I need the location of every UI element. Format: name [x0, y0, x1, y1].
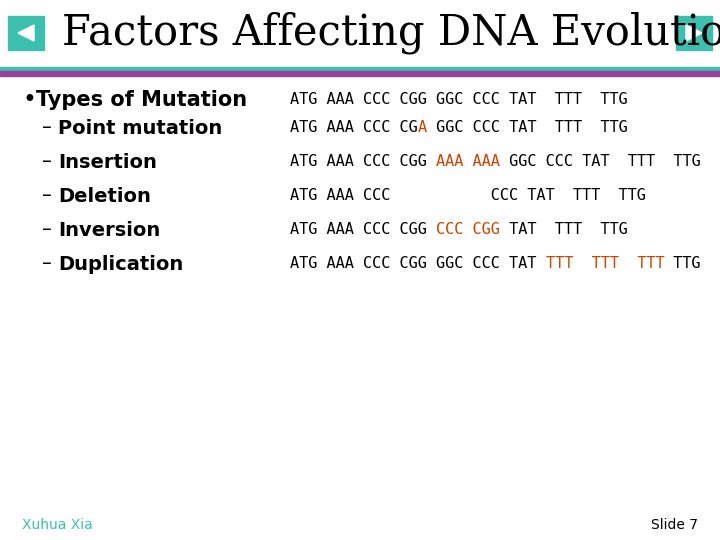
Text: Point mutation: Point mutation [58, 118, 222, 138]
Text: –: – [42, 118, 52, 138]
Text: Deletion: Deletion [58, 186, 151, 206]
Text: Inversion: Inversion [58, 220, 161, 240]
Text: –: – [42, 152, 52, 172]
Text: GGC CCC TAT  TTT  TTG: GGC CCC TAT TTT TTG [427, 120, 628, 136]
Polygon shape [18, 25, 34, 41]
Text: ATG AAA CCC CGG: ATG AAA CCC CGG [290, 154, 436, 170]
Text: TAT  TTT  TTG: TAT TTT TTG [500, 222, 628, 238]
Text: •: • [22, 88, 36, 112]
Polygon shape [686, 25, 702, 41]
Text: A: A [418, 120, 427, 136]
Text: ATG AAA CCC CGG: ATG AAA CCC CGG [290, 222, 436, 238]
Text: Duplication: Duplication [58, 254, 184, 273]
Text: –: – [42, 254, 52, 273]
Bar [0, 71, 720, 76]
Text: CCC CGG: CCC CGG [436, 222, 500, 238]
Text: ATG AAA CCC CG: ATG AAA CCC CG [290, 120, 418, 136]
Text: –: – [42, 186, 52, 206]
Text: AAA AAA: AAA AAA [436, 154, 500, 170]
Text: Slide 7: Slide 7 [651, 518, 698, 532]
Bar [676, 16, 712, 50]
Text: Factors Affecting DNA Evolution: Factors Affecting DNA Evolution [62, 12, 720, 54]
Text: TTG: TTG [664, 256, 701, 272]
Text: ATG AAA CCC CGG GGC CCC TAT  TTT  TTG: ATG AAA CCC CGG GGC CCC TAT TTT TTG [290, 92, 628, 107]
Text: TTT  TTT  TTT: TTT TTT TTT [546, 256, 664, 272]
Bar [0, 67, 720, 71]
Text: –: – [42, 220, 52, 240]
Bar [8, 16, 44, 50]
Text: Insertion: Insertion [58, 152, 157, 172]
Text: ATG AAA CCC           CCC TAT  TTT  TTG: ATG AAA CCC CCC TAT TTT TTG [290, 188, 646, 204]
Text: ATG AAA CCC CGG GGC CCC TAT: ATG AAA CCC CGG GGC CCC TAT [290, 256, 546, 272]
Text: GGC CCC TAT  TTT  TTG: GGC CCC TAT TTT TTG [500, 154, 701, 170]
Text: Types of Mutation: Types of Mutation [36, 90, 247, 110]
Text: Xuhua Xia: Xuhua Xia [22, 518, 93, 532]
